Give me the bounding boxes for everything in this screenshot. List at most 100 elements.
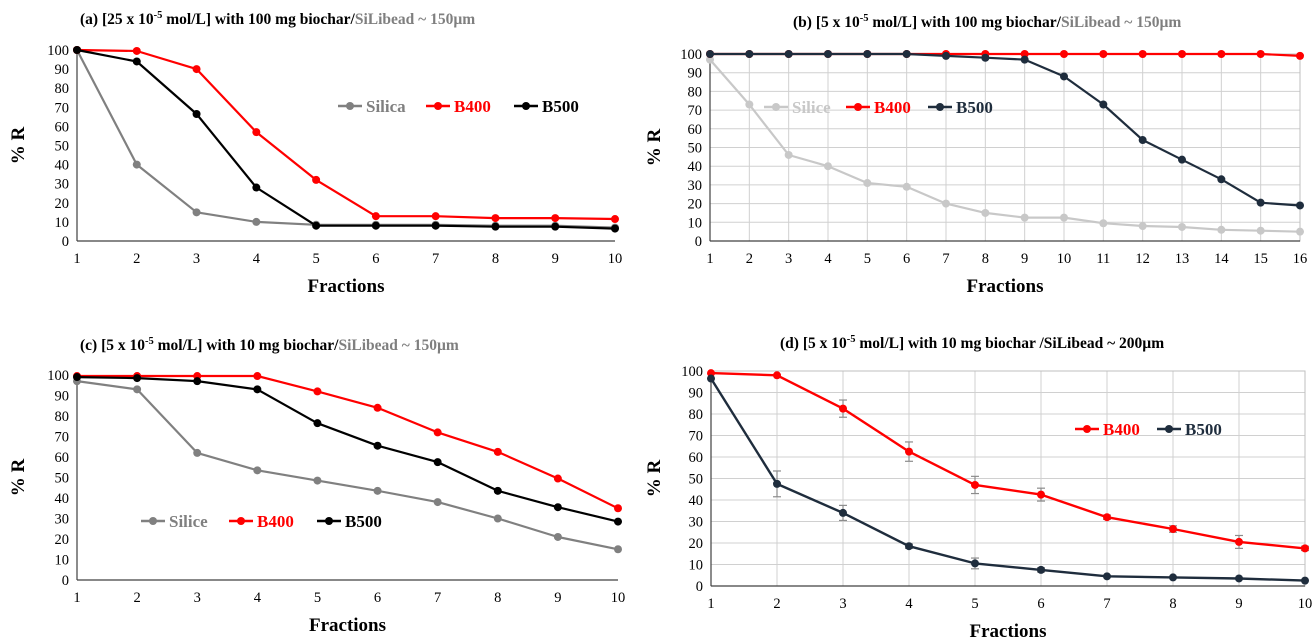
y-tick-label: 100 — [680, 47, 702, 63]
x-tick-label: 15 — [1253, 251, 1268, 267]
data-point — [1020, 50, 1029, 58]
data-point — [373, 403, 382, 412]
y-tick-label: 10 — [688, 215, 703, 231]
data-point — [745, 50, 754, 58]
x-axis-title: Fractions — [966, 276, 1043, 297]
series-line — [709, 58, 1301, 233]
title-exponent: -5 — [860, 13, 869, 24]
y-tick-label: 60 — [55, 450, 70, 466]
x-tick-label: 9 — [1235, 596, 1242, 612]
data-point — [942, 51, 950, 60]
y-tick-label: 70 — [55, 100, 70, 116]
data-point — [371, 221, 380, 230]
x-tick-label: 12 — [1135, 251, 1150, 267]
data-point — [493, 447, 502, 456]
data-point — [132, 57, 141, 66]
data-point — [1020, 213, 1029, 222]
y-tick-label: 50 — [688, 141, 703, 157]
legend-label: Silice — [792, 98, 831, 117]
x-tick-label: 14 — [1214, 251, 1229, 267]
data-point — [252, 217, 261, 226]
y-tick-label: 90 — [55, 389, 70, 405]
x-tick-label: 11 — [1096, 251, 1110, 267]
title-prefix: (b) [5 x 10 — [793, 14, 860, 31]
data-point — [133, 374, 142, 383]
data-point — [614, 545, 622, 554]
legend-swatch-dot — [237, 517, 245, 525]
data-point — [773, 371, 781, 380]
data-point — [1296, 51, 1304, 60]
y-tick-label: 40 — [55, 158, 70, 174]
y-tick-label: 30 — [689, 515, 704, 531]
data-point — [253, 466, 262, 475]
data-point — [551, 222, 560, 231]
data-point — [433, 498, 442, 507]
x-tick-label: 13 — [1175, 251, 1190, 267]
x-tick-label: 4 — [905, 596, 913, 612]
series-b400: B400 — [73, 372, 622, 531]
y-tick-label: 60 — [688, 122, 703, 138]
y-tick-label: 100 — [47, 368, 69, 384]
data-point — [902, 182, 911, 191]
title-prefix: (d) [5 x 10 — [780, 335, 847, 352]
data-point — [1178, 155, 1186, 164]
legend-swatch-dot — [936, 103, 944, 111]
x-tick-label: 2 — [133, 590, 140, 606]
title-gray: SiLibead ~ 150µm — [338, 337, 458, 354]
data-point — [1256, 198, 1265, 207]
data-point — [1020, 55, 1029, 64]
x-tick-label: 8 — [982, 251, 989, 267]
data-point — [312, 175, 321, 184]
data-point — [373, 486, 382, 495]
y-tick-label: 0 — [696, 579, 703, 595]
x-tick-label: 7 — [432, 251, 439, 267]
title-exponent: -5 — [145, 336, 154, 347]
data-point — [773, 479, 781, 488]
data-point — [553, 532, 562, 541]
data-point — [1138, 136, 1147, 145]
y-tick-label: 30 — [688, 178, 703, 194]
y-tick-label: 30 — [55, 512, 70, 528]
data-point — [971, 480, 979, 489]
data-point — [1256, 50, 1265, 58]
y-tick-label: 50 — [55, 139, 70, 155]
y-tick-label: 20 — [689, 536, 704, 552]
legend-label: B400 — [454, 97, 491, 116]
y-axis-title: % R — [644, 459, 665, 497]
x-tick-label: 5 — [314, 590, 321, 606]
series-b500: B500 — [706, 50, 1304, 210]
data-point — [73, 46, 81, 54]
series-silica: Silica — [73, 46, 619, 232]
data-point — [1235, 574, 1243, 583]
chart-title: (b) [5 x 10-5 mol/L] with 100 mg biochar… — [793, 13, 1181, 31]
series-b500: B500 — [707, 374, 1309, 585]
data-point — [706, 55, 714, 64]
data-point — [1060, 72, 1068, 81]
series-line — [710, 52, 1301, 207]
data-point — [971, 559, 979, 568]
data-point — [431, 212, 440, 221]
data-point — [431, 221, 440, 230]
y-tick-label: 80 — [689, 407, 704, 423]
x-tick-label: 7 — [434, 590, 441, 606]
data-point — [784, 150, 793, 159]
data-point — [192, 208, 201, 217]
x-tick-label: 7 — [942, 251, 949, 267]
data-point — [491, 222, 500, 231]
series-silice: Silice — [706, 55, 1304, 236]
legend-swatch-dot — [522, 102, 530, 110]
data-point — [493, 486, 502, 495]
y-tick-label: 60 — [55, 119, 70, 135]
x-tick-label: 4 — [253, 251, 261, 267]
data-point — [313, 387, 322, 396]
data-point — [707, 374, 715, 383]
x-tick-label: 8 — [1169, 596, 1176, 612]
legend-swatch-dot — [346, 102, 354, 110]
x-tick-label: 5 — [864, 251, 871, 267]
data-point — [491, 214, 500, 223]
data-point — [611, 215, 619, 224]
y-tick-label: 70 — [688, 103, 703, 119]
title-exponent: -5 — [847, 334, 856, 345]
data-point — [1169, 573, 1177, 582]
series-line — [76, 48, 616, 230]
